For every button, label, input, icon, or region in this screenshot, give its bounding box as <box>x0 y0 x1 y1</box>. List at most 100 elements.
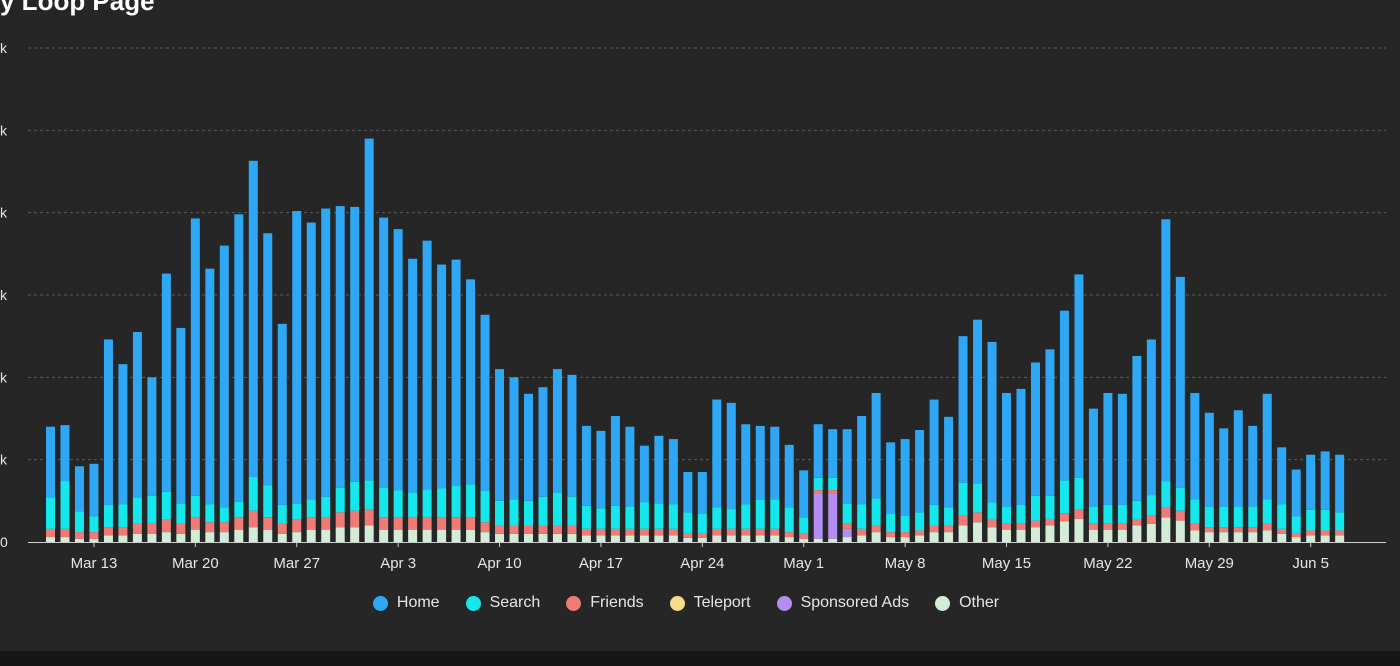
bar-segment-search <box>437 488 447 518</box>
bar-segment-home <box>234 214 244 502</box>
bar-segment-friends <box>466 517 476 530</box>
bar-segment-friends <box>1335 530 1345 536</box>
bar-segment-home <box>1103 392 1113 505</box>
bar-segment-search <box>1233 506 1243 528</box>
bar-segment-search <box>1103 504 1113 524</box>
bar-segment-home <box>292 211 302 504</box>
bar-segment-friends <box>509 525 519 534</box>
bar-segment-home <box>190 218 200 496</box>
bar-segment-friends <box>393 517 403 530</box>
bar-segment-other <box>190 529 200 542</box>
bar-segment-search <box>987 502 997 519</box>
bar-segment-search <box>1190 499 1200 524</box>
legend-swatch <box>372 595 388 611</box>
bar-segment-other <box>219 532 229 542</box>
bar-segment-friends <box>683 532 693 538</box>
bar-segment-friends <box>567 525 577 534</box>
x-tick-label: May 8 <box>885 555 926 572</box>
legend-item[interactable]: Friends <box>566 594 644 612</box>
bar-segment-home <box>1132 355 1142 501</box>
bar-segment-search <box>944 507 954 526</box>
bar-segment-other <box>364 525 374 542</box>
legend-label: Home <box>396 594 440 611</box>
bar-segment-other <box>886 537 896 542</box>
bar-segment-friends <box>900 532 910 538</box>
bar-segment-home <box>770 426 780 500</box>
y-tick-label: k <box>0 205 8 221</box>
bar-segment-other <box>292 532 302 542</box>
bar-segment-friends <box>321 517 331 530</box>
bar-segment-friends <box>190 517 200 530</box>
bar-segment-friends <box>1117 523 1127 530</box>
bar-segment-other <box>625 535 635 542</box>
bar-segment-other <box>842 537 852 542</box>
bar-segment-sponsored-ads <box>842 528 852 538</box>
bar-segment-other <box>538 533 548 542</box>
bar-segment-other <box>176 533 186 542</box>
bar-segment-search <box>886 514 896 533</box>
y-tick-label: 0 <box>0 534 8 550</box>
legend-item[interactable]: Home <box>372 594 440 612</box>
legend-swatch <box>935 595 951 611</box>
bar-segment-other <box>74 538 84 542</box>
bar-segment-friends <box>596 528 606 536</box>
bar-segment-other <box>784 537 794 542</box>
bar-segment-other <box>1320 535 1330 542</box>
bar-segment-search <box>1117 504 1127 524</box>
legend-swatch <box>566 595 582 611</box>
bar-segment-search <box>1161 481 1171 508</box>
bar-segment-other <box>552 533 562 542</box>
legend-item[interactable]: Search <box>465 594 540 612</box>
bar-segment-other <box>1132 525 1142 542</box>
bar-segment-home <box>1277 447 1287 505</box>
bar-segment-home <box>842 429 852 504</box>
bar-segment-other <box>132 533 142 542</box>
bar-segment-home <box>929 399 939 505</box>
bar-segment-search <box>1146 495 1156 516</box>
bar-segment-home <box>74 466 84 512</box>
legend-item[interactable]: Teleport <box>669 594 751 612</box>
bar-segment-other <box>466 529 476 542</box>
bar-segment-search <box>451 486 461 518</box>
bar-segment-friends <box>639 528 649 536</box>
bar-segment-friends <box>958 515 968 526</box>
chart-legend: Home Search Friends Teleport Sponsored Ads Ot… <box>0 594 1372 612</box>
bar-segment-other <box>422 529 432 542</box>
bar-segment-friends <box>929 525 939 533</box>
bar-segment-home <box>871 392 881 499</box>
bar-segment-other <box>234 529 244 542</box>
bar-segment-home <box>480 314 490 491</box>
y-tick-label: k <box>0 122 8 138</box>
bar-segment-friends <box>857 528 867 536</box>
bar-segment-search <box>581 505 591 529</box>
bar-segment-other <box>1103 529 1113 542</box>
bar-segment-search <box>60 481 70 529</box>
bar-segment-other <box>639 535 649 542</box>
bar-segment-search <box>277 504 287 524</box>
bar-segment-search <box>770 499 780 529</box>
bar-segment-other <box>1030 527 1040 542</box>
legend-item[interactable]: Other <box>935 594 999 612</box>
bar-segment-other <box>379 529 389 542</box>
bar-segment-other <box>103 535 113 542</box>
bar-segment-friends <box>1161 507 1171 518</box>
bar-segment-other <box>437 529 447 542</box>
bar-segment-home <box>900 439 910 516</box>
bar-segment-other <box>161 532 171 542</box>
legend-swatch <box>669 595 685 611</box>
legend-swatch <box>776 595 792 611</box>
bar-segment-search <box>1132 500 1142 519</box>
bar-segment-other <box>1291 537 1301 542</box>
stacked-bar-chart: 0 k k k k k k Mar 13 Mar 20 Mar 27 Apr 3 Apr 10 Apr … <box>0 40 1386 572</box>
bar-segment-search <box>1335 512 1345 531</box>
bar-segment-friends <box>1262 523 1272 531</box>
bar-segment-friends <box>89 532 99 539</box>
bar-segment-search <box>900 515 910 533</box>
legend-item[interactable]: Sponsored Ads <box>776 594 909 612</box>
bar-segment-friends <box>1291 532 1301 538</box>
legend-label: Teleport <box>693 594 751 611</box>
bar-segment-home <box>364 138 374 481</box>
bar-segment-search <box>509 499 519 526</box>
x-tick-label: May 29 <box>1185 555 1234 572</box>
bar-segment-other <box>1233 532 1243 542</box>
